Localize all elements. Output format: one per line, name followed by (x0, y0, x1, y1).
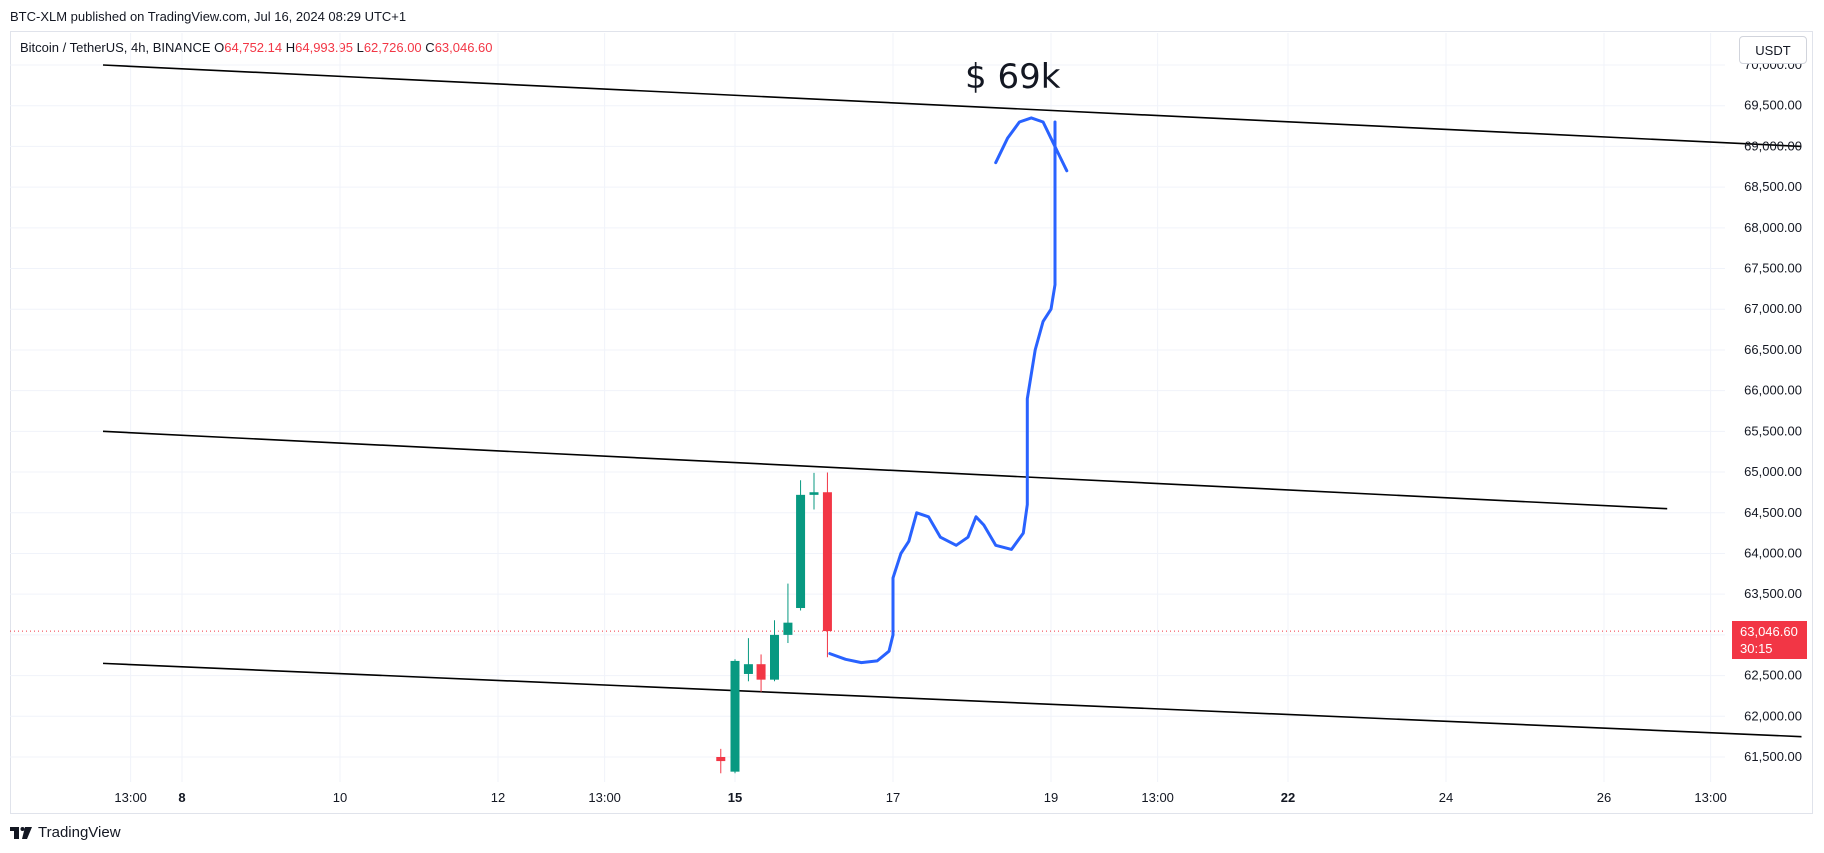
legend-close-value: 63,046.60 (434, 40, 493, 55)
tradingview-brand[interactable]: TradingView (10, 824, 121, 841)
candle-up (809, 472, 819, 510)
time-tick-label: 22 (1281, 790, 1295, 805)
price-tick-label: 62,500.00 (1744, 668, 1802, 683)
candle-body (796, 494, 806, 609)
projection-path (828, 120, 1057, 665)
legend-open-value: 64,752.14 (224, 40, 283, 55)
candle-body (809, 492, 819, 495)
price-tick-label: 69,500.00 (1744, 98, 1802, 113)
time-tick-label: 19 (1044, 790, 1058, 805)
price-tick-label: 62,000.00 (1744, 708, 1802, 723)
candle-down (822, 472, 832, 658)
bar-countdown: 30:15 (1740, 641, 1773, 656)
currency-unit-button[interactable]: USDT (1739, 36, 1807, 64)
grid (10, 33, 1725, 782)
candle-up (770, 620, 779, 682)
trend-line (102, 430, 1668, 510)
candle-down (716, 748, 726, 774)
time-tick-label: 12 (491, 790, 505, 805)
candle-body (756, 664, 766, 680)
candle-up (743, 638, 753, 682)
candle-body (716, 757, 726, 762)
time-tick-label: 17 (886, 790, 900, 805)
legend-low-value: 62,726.00 (363, 40, 422, 55)
time-tick-label: 13:00 (114, 790, 147, 805)
time-tick-label: 13:00 (1141, 790, 1174, 805)
legend-high-label: H (285, 40, 296, 55)
last-price-tag: 63,046.60 30:15 (1732, 621, 1807, 659)
legend-close-label: C (425, 40, 435, 55)
publish-header: BTC-XLM published on TradingView.com, Ju… (10, 9, 407, 24)
candle-down (756, 654, 766, 692)
tradingview-logo-icon (10, 826, 32, 839)
trend-line (102, 64, 1802, 148)
candles (716, 472, 832, 774)
time-tick-label: 13:00 (1694, 790, 1727, 805)
time-tick-label: 10 (333, 790, 347, 805)
candle-up (796, 480, 806, 611)
candle-up (730, 659, 740, 774)
price-tick-label: 64,500.00 (1744, 505, 1802, 520)
last-price-value: 63,046.60 (1740, 624, 1798, 639)
legend-symbol: Bitcoin / TetherUS, 4h, BINANCE (20, 40, 211, 55)
legend-low-label: L (356, 40, 364, 55)
time-axis[interactable]: 13:00 8 10 12 13:00 15 17 19 13:00 22 24 26 13:00 (114, 790, 1727, 805)
symbol-legend: Bitcoin / TetherUS, 4h, BINANCE O64,752.… (20, 40, 493, 55)
time-tick-label: 26 (1597, 790, 1611, 805)
price-tick-label: 66,500.00 (1744, 342, 1802, 357)
price-tick-label: 65,500.00 (1744, 423, 1802, 438)
candle-body (783, 622, 793, 635)
time-tick-label: 15 (728, 790, 742, 805)
price-tick-label: 65,000.00 (1744, 464, 1802, 479)
candle-body (743, 664, 753, 674)
legend-high-value: 64,993.95 (295, 40, 353, 55)
price-tick-label: 69,000.00 (1744, 138, 1802, 153)
price-tick-label: 63,500.00 (1744, 586, 1802, 601)
price-tick-label: 67,000.00 (1744, 301, 1802, 316)
time-tick-label: 24 (1439, 790, 1453, 805)
trendlines (102, 64, 1802, 738)
price-tick-label: 68,500.00 (1744, 179, 1802, 194)
projection-drawing (828, 116, 1069, 665)
legend-open-label: O (214, 40, 225, 55)
candle-body (822, 492, 832, 632)
candle-up (783, 583, 793, 644)
target-annotation: $ 69k (965, 57, 1061, 97)
price-tick-label: 67,500.00 (1744, 261, 1802, 276)
chart-frame (10, 31, 1813, 814)
price-tick-label: 68,000.00 (1744, 220, 1802, 235)
candle-body (770, 634, 779, 680)
price-tick-label: 64,000.00 (1744, 545, 1802, 560)
projection-arrowhead (994, 116, 1069, 173)
time-tick-label: 8 (178, 790, 185, 805)
price-tick-label: 61,500.00 (1744, 749, 1802, 764)
brand-label: TradingView (38, 824, 121, 841)
trend-line (102, 662, 1802, 738)
time-tick-label: 13:00 (588, 790, 621, 805)
price-tick-label: 66,000.00 (1744, 383, 1802, 398)
candle-body (730, 660, 740, 772)
price-axis[interactable]: 61,500.0062,000.0062,500.0063,000.0063,5… (1744, 57, 1802, 764)
